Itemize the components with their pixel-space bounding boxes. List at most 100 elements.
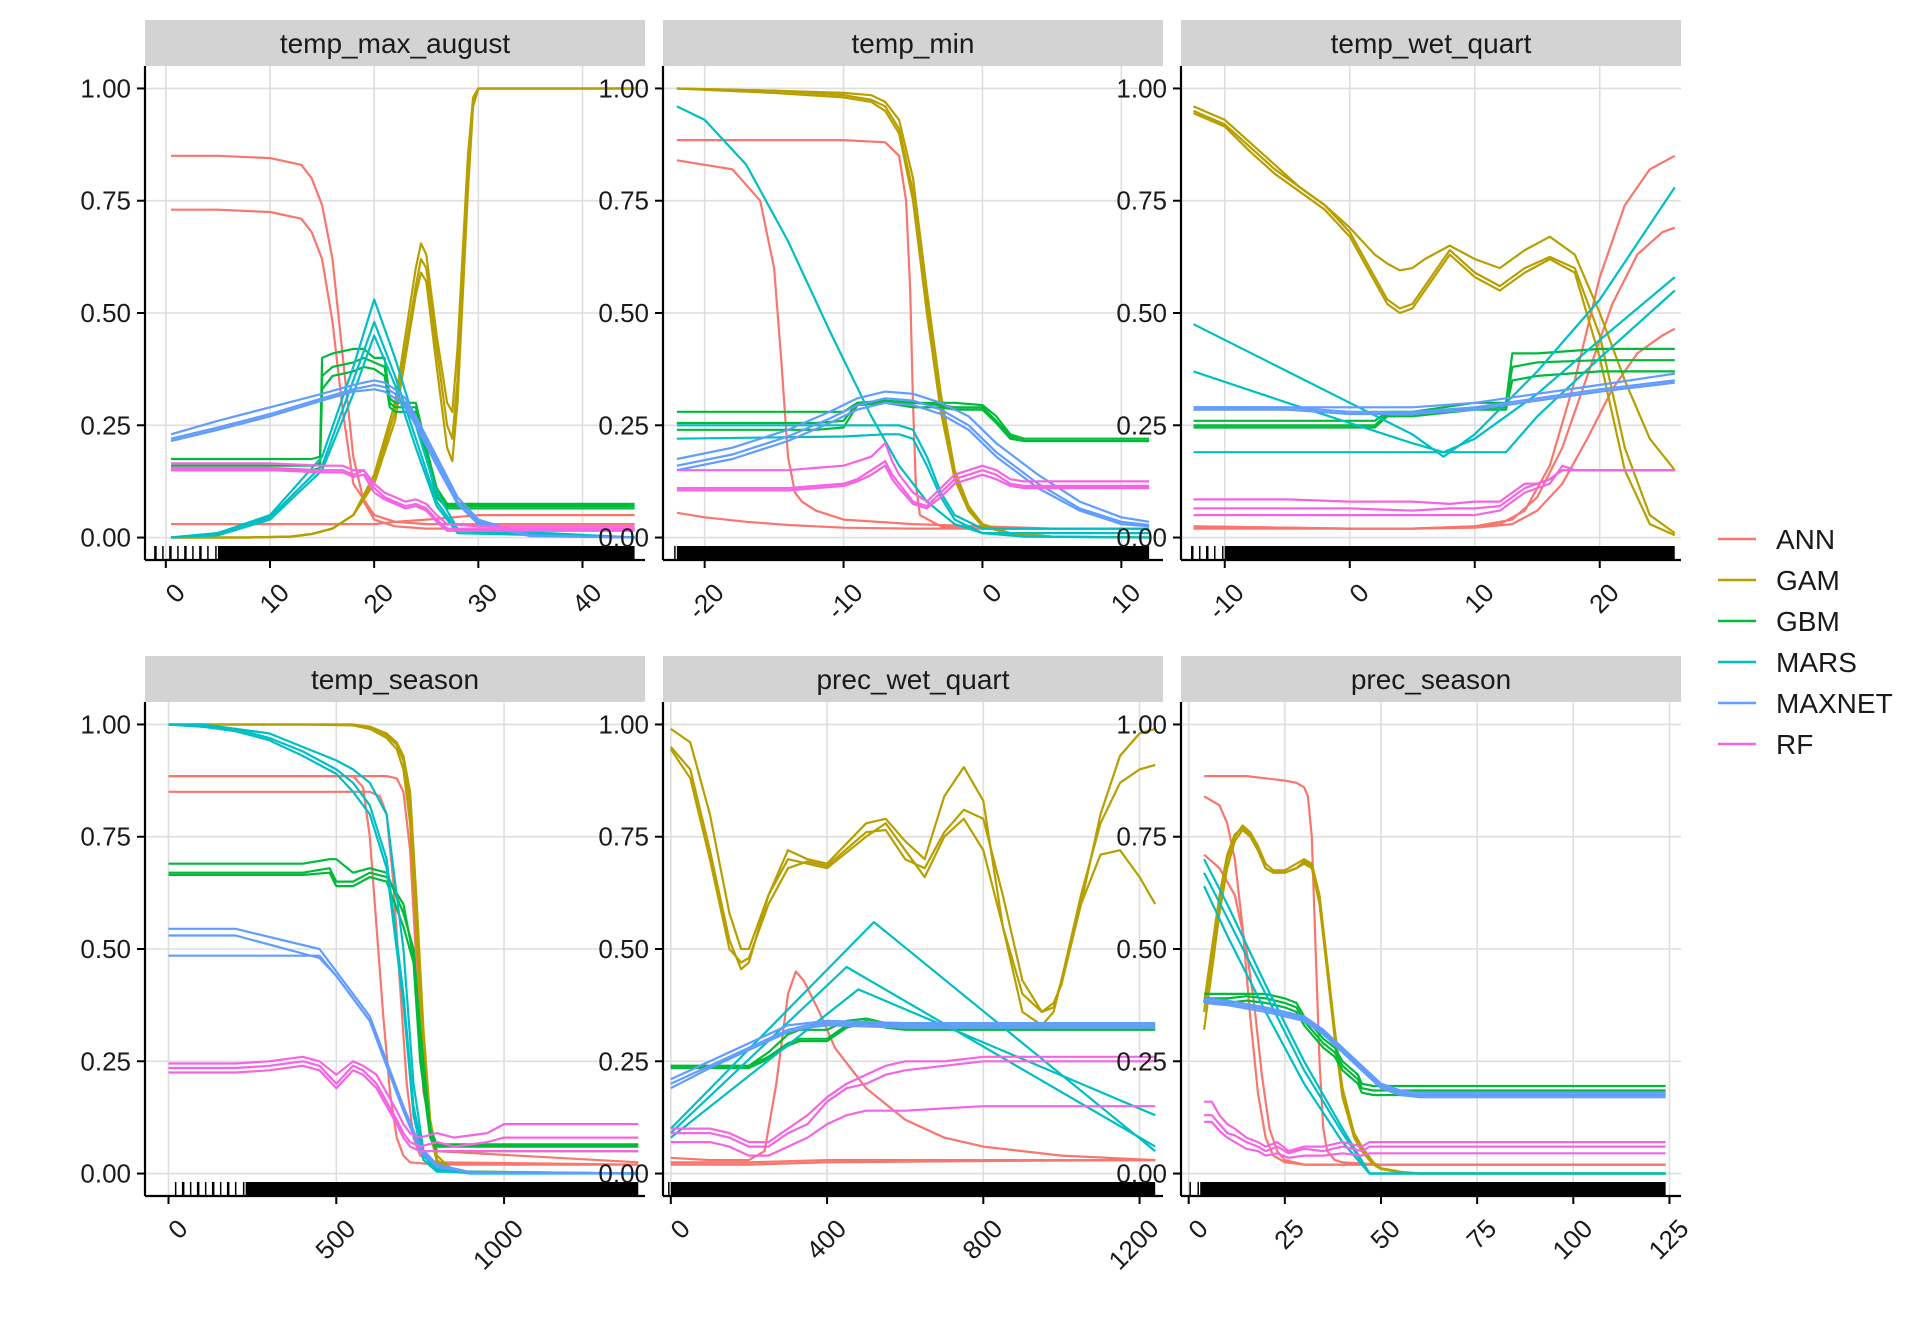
rug-marks [668,1182,1156,1196]
y-tick-label: 0.25 [80,410,131,440]
y-tick-label: 1.00 [1116,709,1167,739]
y-tick-label: 0.75 [1116,822,1167,852]
y-tick-label: 1.00 [598,709,649,739]
y-tick-label: 0.00 [598,523,649,553]
x-tick-label: 1000 [467,1213,529,1275]
rug-band [1224,546,1675,560]
series-lines [669,727,1157,1166]
legend-label: RF [1776,729,1813,760]
panel-title: prec_wet_quart [816,664,1009,695]
series-line-mars [1193,289,1676,454]
panel-title: temp_season [311,664,479,695]
y-tick-label: 0.75 [80,822,131,852]
series-line-ann [676,511,1150,530]
series-line-mars [1193,186,1676,458]
panel-temp_max_august: temp_max_august 0 10 20 30 40 0.00 0.25 0.50 0.75… [80,20,645,619]
series-line-maxnet [676,397,1150,527]
series-line-rf [1204,1114,1666,1155]
series-line-maxnet [170,383,635,539]
panel-title: temp_max_august [280,28,511,59]
x-tick-label: 10 [253,577,295,619]
series-line-rf [676,460,1150,508]
gridlines [663,702,1163,1196]
y-tick-label: 0.25 [598,1046,649,1076]
rug-marks [674,546,1150,560]
series-line-rf [676,442,1150,503]
series-line-rf [1193,469,1675,505]
series-line-maxnet [670,1019,1156,1081]
y-tick-label: 0.75 [1116,186,1167,216]
series-line-rf [168,1060,639,1148]
y-tick-label: 0.75 [598,822,649,852]
panel-temp_min: temp_min -20 -10 0 10 0.00 0.25 0.50 0.75 1.00 [598,20,1163,625]
series-line-gbm [1204,992,1666,1088]
y-tick-label: 0.00 [1116,1159,1167,1189]
panel-strip [145,656,645,702]
x-tick-label: 0 [162,1213,193,1244]
panel-title: temp_wet_quart [1331,28,1532,59]
x-tick-label: 0 [976,577,1007,608]
x-tick-label: 50 [1364,1213,1406,1255]
x-tick-label: 400 [800,1213,852,1265]
series-line-rf [1193,469,1675,512]
series-line-rf [1193,464,1675,517]
x-tick-label: 0 [159,577,190,608]
series-line-maxnet [170,388,635,539]
panel-strip [145,20,645,66]
series-line-gam [676,87,1150,539]
series-line-rf [1204,1100,1666,1153]
rug-band [1200,1182,1666,1196]
panel-strip [663,20,1163,66]
gridlines [145,66,645,560]
series-lines [1203,775,1666,1175]
x-tick-label: 0 [1182,1213,1213,1244]
rug-band [670,1182,1156,1196]
panel-strip [1181,20,1681,66]
series-line-maxnet [1203,997,1666,1094]
x-tick-label: 800 [956,1213,1008,1265]
x-tick-label: -20 [682,577,730,625]
panel-temp_season: temp_season 0 500 1000 0.00 0.25 0.50 0.75 1.00 [80,656,645,1275]
series-line-ann [670,1159,1156,1166]
series-line-gam [669,746,1156,1027]
series-line-gam [1193,112,1676,537]
series-line-rf [676,464,1150,510]
x-tick-label: 20 [358,577,400,619]
series-line-mars [170,298,635,539]
series-line-maxnet [170,379,635,539]
series-line-gbm [171,365,635,510]
rug-marks [1191,546,1675,560]
x-tick-label: 25 [1268,1213,1310,1255]
rug-marks [154,546,635,560]
x-tick-label: 20 [1583,577,1625,619]
series-line-gbm [1204,995,1666,1092]
y-tick-label: 1.00 [80,709,131,739]
series-line-maxnet [1203,1001,1666,1099]
y-tick-label: 1.00 [1116,73,1167,103]
series-line-mars [670,988,1156,1139]
x-tick-label: 75 [1461,1213,1503,1255]
y-tick-label: 0.00 [1116,523,1167,553]
y-tick-label: 0.25 [1116,410,1167,440]
y-tick-label: 0.25 [1116,1046,1167,1076]
series-line-maxnet [1193,379,1675,413]
series-line-ann [1204,775,1666,1166]
series-line-mars [1203,858,1666,1175]
legend-item-rf: RF [1718,729,1813,760]
series-line-maxnet [670,1024,1156,1090]
panel-prec_season: prec_season 0 25 50 75 100 125 0.00 0.25 0.50 0.75… [1116,656,1694,1265]
series-line-gam [670,727,1156,1013]
y-tick-label: 0.50 [1116,934,1167,964]
series-line-ann [1193,327,1676,530]
series-line-mars [676,424,1150,530]
y-tick-label: 0.50 [598,298,649,328]
panel-strip [1181,656,1681,702]
series-line-mars [676,105,1150,539]
x-tick-label: -10 [821,577,869,625]
y-tick-label: 0.50 [80,298,131,328]
x-tick-label: 0 [1343,577,1374,608]
series-line-maxnet [1193,381,1675,416]
series-line-mars [170,334,635,539]
series-line-gbm [168,871,639,1153]
panel-title: temp_min [852,28,975,59]
